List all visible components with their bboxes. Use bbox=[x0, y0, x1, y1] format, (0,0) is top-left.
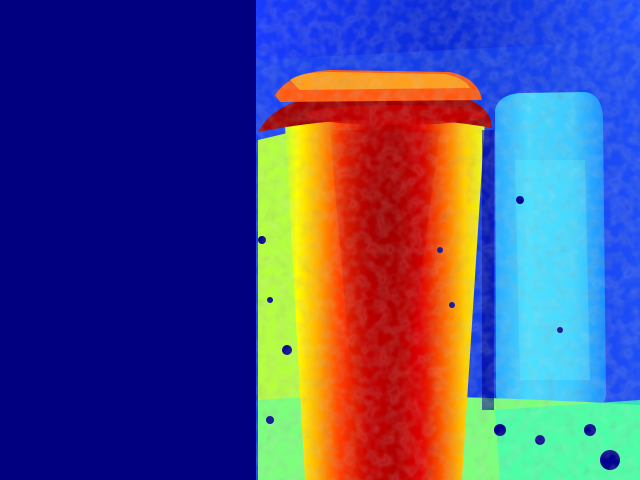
left-void-region bbox=[0, 0, 256, 480]
depth-noise-overlay bbox=[256, 0, 640, 480]
